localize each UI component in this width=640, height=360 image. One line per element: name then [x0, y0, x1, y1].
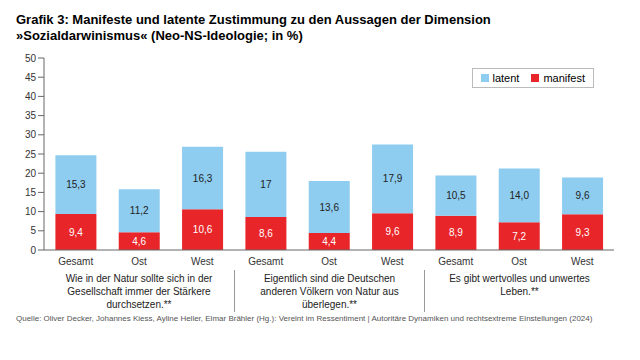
- svg-text:25: 25: [25, 149, 37, 160]
- svg-text:45: 45: [25, 72, 37, 83]
- svg-text:35: 35: [25, 110, 37, 121]
- svg-text:17,9: 17,9: [383, 173, 403, 184]
- html-text:Eigentlich sind die Deutschen: Eigentlich sind die Deutschen anderen Vö…: [260, 273, 399, 310]
- svg-text:20: 20: [25, 168, 37, 179]
- svg-text:Ost: Ost: [131, 256, 147, 267]
- svg-text:10: 10: [25, 206, 37, 217]
- svg-text:15,3: 15,3: [66, 179, 86, 190]
- html-text:Es gibt wertvolles und unwerte: Es gibt wertvolles und unwertes Leben.**: [449, 273, 590, 297]
- html-text:Quelle: Oliver Decker, Johanne: Quelle: Oliver Decker, Johannes Kiess, A…: [16, 314, 593, 323]
- svg-text:15: 15: [25, 187, 37, 198]
- svg-text:4,4: 4,4: [322, 236, 336, 247]
- html-text:latent: latent: [492, 72, 520, 84]
- svg-text:30: 30: [25, 129, 37, 140]
- svg-text:11,2: 11,2: [130, 205, 149, 216]
- svg-text:9,6: 9,6: [576, 190, 590, 201]
- svg-text:0: 0: [30, 245, 36, 256]
- html-text:Wie in der Natur sollte sich i: Wie in der Natur sollte sich in der Gese…: [65, 273, 213, 310]
- svg-text:West: West: [191, 256, 214, 267]
- svg-text:40: 40: [25, 91, 37, 102]
- svg-text:8,9: 8,9: [449, 227, 463, 238]
- svg-text:14,0: 14,0: [509, 190, 529, 201]
- svg-text:Ost: Ost: [321, 256, 337, 267]
- svg-text:8,6: 8,6: [259, 228, 273, 239]
- svg-text:Ost: Ost: [511, 256, 527, 267]
- html-text:Grafik 3: Manifeste und latent: Grafik 3: Manifeste und latente Zustimmu…: [16, 12, 491, 43]
- svg-text:17: 17: [260, 179, 272, 190]
- svg-text:13,6: 13,6: [319, 202, 339, 213]
- svg-text:16,3: 16,3: [193, 173, 213, 184]
- svg-text:Gesamt: Gesamt: [438, 256, 473, 267]
- svg-text:4,6: 4,6: [132, 236, 146, 247]
- html-text:manifest: manifest: [543, 72, 585, 84]
- svg-text:West: West: [381, 256, 404, 267]
- svg-text:10,6: 10,6: [193, 224, 213, 235]
- svg-text:50: 50: [25, 53, 37, 64]
- svg-text:West: West: [571, 256, 594, 267]
- svg-text:Gesamt: Gesamt: [248, 256, 283, 267]
- svg-text:9,3: 9,3: [576, 227, 590, 238]
- svg-text:5: 5: [30, 225, 36, 236]
- svg-text:9,4: 9,4: [69, 227, 83, 238]
- svg-text:10,5: 10,5: [446, 190, 466, 201]
- svg-text:9,6: 9,6: [386, 226, 400, 237]
- svg-text:Gesamt: Gesamt: [58, 256, 93, 267]
- svg-text:7,2: 7,2: [512, 231, 526, 242]
